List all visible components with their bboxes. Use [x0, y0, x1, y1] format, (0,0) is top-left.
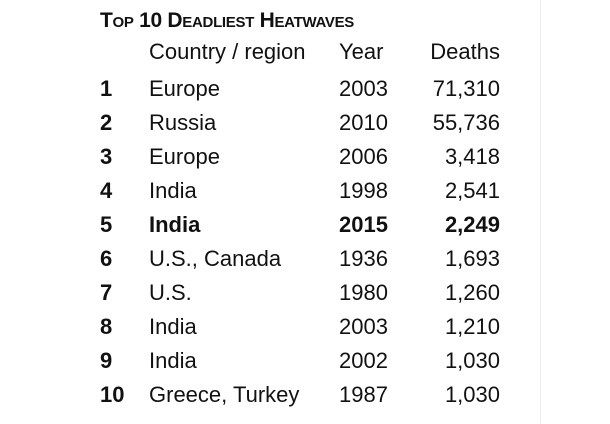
cell-country: Europe: [149, 76, 220, 101]
cell-deaths: 1,693: [444, 246, 500, 271]
cell-country: India: [149, 348, 197, 373]
cell-year: 2006: [339, 144, 388, 169]
cell-deaths: 1,210: [444, 314, 500, 339]
cell-country: U.S., Canada: [149, 246, 282, 271]
table-title: Top 10 Deadliest Heatwaves: [100, 9, 355, 32]
cell-year: 2003: [339, 314, 388, 339]
cell-country: Greece, Turkey: [149, 382, 300, 407]
cell-deaths: 71,310: [432, 76, 500, 101]
cell-rank: 10: [100, 382, 125, 407]
cell-rank: 1: [100, 76, 113, 101]
cell-deaths: 1,260: [444, 280, 500, 305]
cell-country: India: [149, 314, 197, 339]
cell-rank: 9: [100, 348, 113, 373]
cell-rank: 8: [100, 314, 113, 339]
cell-deaths: 2,249: [444, 212, 500, 237]
cell-rank: 2: [100, 110, 113, 135]
cell-year: 1987: [339, 382, 388, 407]
cell-deaths: 3,418: [444, 144, 500, 169]
table-row: 5 India 2015 2,249: [0, 208, 540, 242]
cell-year: 2010: [339, 110, 388, 135]
cell-country: U.S.: [149, 280, 192, 305]
table-row: 3 Europe 2006 3,418: [0, 140, 540, 174]
cell-deaths: 1,030: [444, 348, 500, 373]
table-header: Country / region Year Deaths: [0, 35, 540, 69]
cell-rank: 5: [100, 212, 113, 237]
header-deaths: Deaths: [430, 39, 500, 64]
cell-year: 2002: [339, 348, 388, 373]
table-row: 9 India 2002 1,030: [0, 344, 540, 378]
table-row: 6 U.S., Canada 1936 1,693: [0, 242, 540, 276]
table-row: 10 Greece, Turkey 1987 1,030: [0, 378, 540, 412]
cell-deaths: 1,030: [444, 382, 500, 407]
cell-deaths: 2,541: [444, 178, 500, 203]
cell-country: Europe: [149, 144, 220, 169]
cell-rank: 6: [100, 246, 113, 271]
cell-year: 1998: [339, 178, 388, 203]
table-row: 1 Europe 2003 71,310: [0, 72, 540, 106]
table-row: 4 India 1998 2,541: [0, 174, 540, 208]
cell-year: 1980: [339, 280, 388, 305]
cell-country: India: [149, 212, 201, 237]
table-row: 8 India 2003 1,210: [0, 310, 540, 344]
cell-country: India: [149, 178, 197, 203]
cell-deaths: 55,736: [432, 110, 500, 135]
cell-year: 1936: [339, 246, 388, 271]
cell-year: 2003: [339, 76, 388, 101]
cell-rank: 4: [100, 178, 113, 203]
divider-line: [540, 0, 541, 424]
header-year: Year: [339, 39, 384, 64]
table-row: 2 Russia 2010 55,736: [0, 106, 540, 140]
cell-year: 2015: [339, 212, 388, 237]
cell-country: Russia: [149, 110, 217, 135]
header-country: Country / region: [149, 39, 306, 64]
cell-rank: 3: [100, 144, 113, 169]
cell-rank: 7: [100, 280, 113, 305]
table-row: 7 U.S. 1980 1,260: [0, 276, 540, 310]
